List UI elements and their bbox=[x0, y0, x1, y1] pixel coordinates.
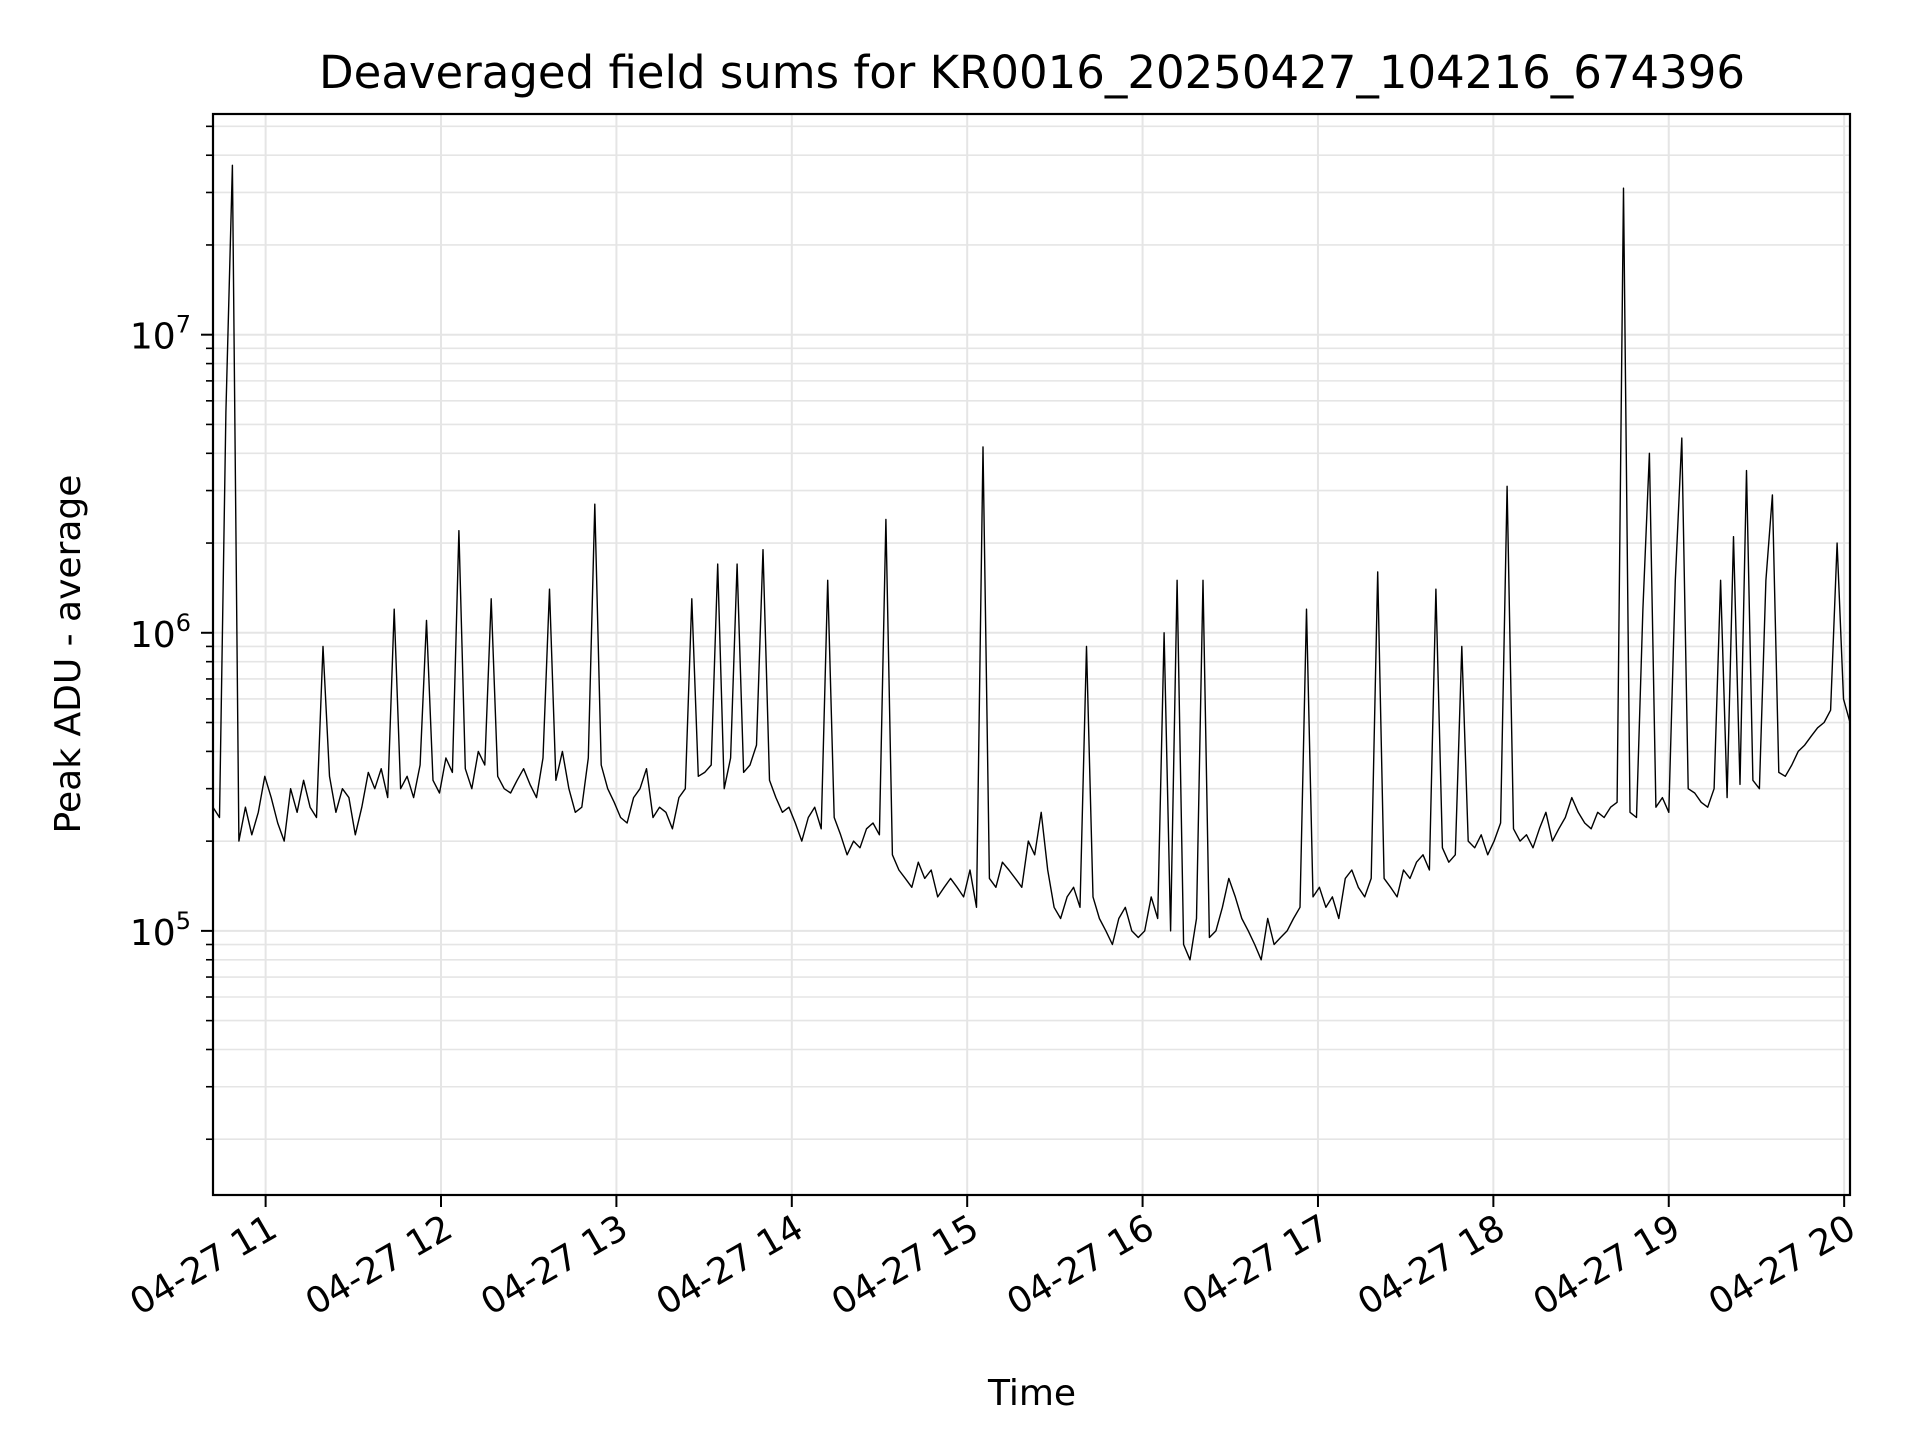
y-tick-label: 106 bbox=[130, 609, 191, 656]
chart-title: Deaveraged field sums for KR0016_2025042… bbox=[319, 46, 1745, 99]
data-series bbox=[212, 164, 1851, 961]
y-tick-label: 105 bbox=[130, 907, 191, 954]
grid-lines bbox=[213, 114, 1850, 1195]
y-axis-ticks: 105 106 107 bbox=[130, 125, 213, 1141]
y-tick-label: 107 bbox=[130, 311, 191, 358]
plot-frame bbox=[211, 112, 1852, 1197]
series-line bbox=[212, 164, 1851, 961]
y-axis-label: Peak ADU - average bbox=[48, 475, 89, 834]
x-axis-label: Time bbox=[987, 1373, 1076, 1414]
